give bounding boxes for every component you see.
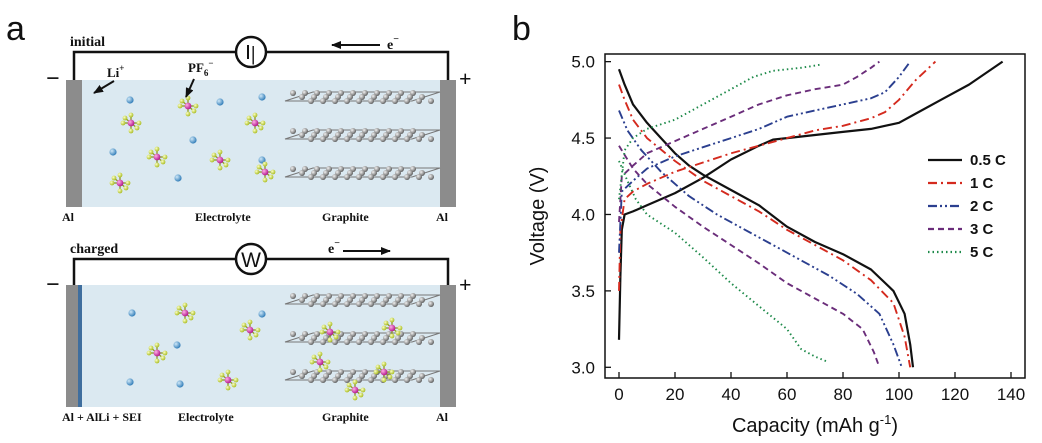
- series-line-1-C-discharge: [618, 84, 912, 368]
- schematic-charged: W e− charged − + Al + AlLi + SEI Electro…: [46, 238, 472, 424]
- li-pointer-arrow: [93, 80, 115, 94]
- left-electrode-label: Al: [62, 210, 75, 224]
- legend-label: 1 C: [970, 175, 994, 192]
- state-label: initial: [70, 35, 105, 50]
- x-tick-label: 140: [997, 385, 1025, 404]
- legend-label: 2 C: [970, 198, 994, 215]
- legend-label: 5 C: [970, 244, 994, 261]
- series-line-2-C-charge: [618, 61, 911, 253]
- y-tick-label: 3.5: [571, 282, 595, 301]
- series-line-5-C-charge: [618, 63, 821, 200]
- legend-label: 3 C: [970, 221, 994, 238]
- x-tick-label: 120: [941, 385, 969, 404]
- y-axis-label: Voltage (V): [527, 167, 549, 266]
- power-source-symbol: [234, 35, 268, 69]
- ions: [126, 302, 403, 401]
- ions: [109, 93, 276, 194]
- load-symbol-letter: W: [241, 249, 261, 272]
- circuit-wire: [72, 50, 236, 80]
- graphite-layers: [284, 90, 441, 180]
- state-label: charged: [70, 242, 118, 257]
- power-source-bar: |: [251, 43, 255, 65]
- series-line-0_5-C-discharge: [617, 68, 915, 368]
- legend-label: 0.5 C: [970, 152, 1006, 169]
- circuit-wire: [266, 50, 450, 80]
- series-line-1-C-charge: [618, 60, 937, 291]
- circuit-wire: [266, 257, 450, 285]
- graphite-label: Graphite: [322, 210, 369, 224]
- x-axis-label: Capacity (mAh g-1): [732, 412, 898, 437]
- right-electrode-label: Al: [436, 210, 449, 224]
- load-symbol: [234, 242, 268, 276]
- electrolyte-label: Electrolyte: [195, 210, 251, 224]
- graphite-label: Graphite: [322, 410, 369, 424]
- plus-sign: +: [459, 66, 472, 91]
- left-electrode: [66, 285, 78, 407]
- sei-layer: [78, 285, 82, 407]
- y-tick-label: 3.0: [571, 358, 595, 377]
- circuit-wire: [72, 257, 236, 285]
- y-tick-label: 5.0: [571, 53, 595, 72]
- plot-frame: [604, 53, 1026, 379]
- panel-b-label: b: [512, 10, 531, 48]
- panel-a-label: a: [6, 10, 25, 48]
- series-line-0_5-C-charge: [617, 60, 1004, 340]
- minus-sign: −: [46, 272, 60, 298]
- y-tick-label: 4.5: [571, 129, 595, 148]
- electron-label: e−: [387, 34, 399, 53]
- electrolyte-region: [82, 285, 440, 407]
- li-ion-label: Li+: [107, 63, 124, 80]
- x-tick-label: 100: [885, 385, 913, 404]
- series-line-3-C-charge: [618, 60, 880, 223]
- pf6-pointer-arrow: [185, 78, 195, 98]
- chart: 0 20 40 60 80 100 120 140 3.0 3.5 4.0 4.5 5.0 Capacit…: [527, 53, 1026, 437]
- plus-sign: +: [459, 272, 472, 297]
- y-tick-label: 4.0: [571, 205, 595, 224]
- left-electrode: [66, 80, 82, 207]
- x-tick-label: 40: [722, 385, 741, 404]
- x-tick-label: 60: [778, 385, 797, 404]
- series-line-2-C-discharge: [618, 110, 903, 368]
- schematic-initial: | e− initial − + Li+ PF6− Al Electrolyte…: [46, 34, 472, 224]
- right-electrode-label: Al: [436, 410, 449, 424]
- x-tick-label: 0: [614, 385, 623, 404]
- series-line-3-C-discharge: [618, 145, 881, 368]
- electron-label: e−: [328, 238, 340, 257]
- right-electrode: [440, 285, 456, 407]
- x-tick-label: 20: [666, 385, 685, 404]
- pf6-label: PF6−: [188, 58, 214, 78]
- x-tick-label: 80: [834, 385, 853, 404]
- electrolyte-label: Electrolyte: [178, 410, 234, 424]
- right-electrode: [440, 80, 456, 207]
- minus-sign: −: [46, 66, 60, 92]
- left-electrode-label: Al + AlLi + SEI: [62, 410, 142, 424]
